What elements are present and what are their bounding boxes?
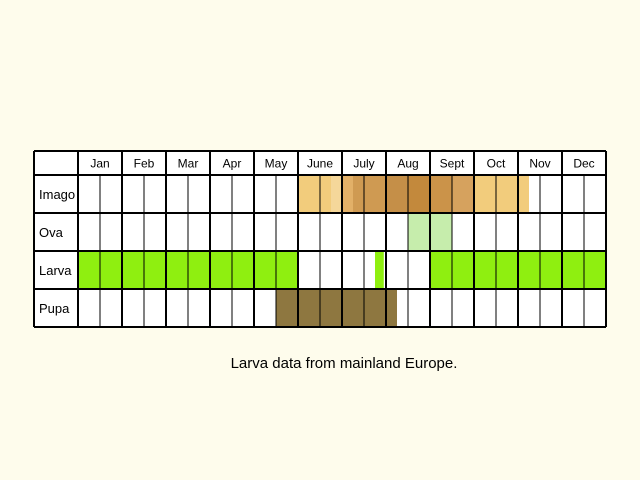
segment-imago-4	[386, 175, 408, 213]
month-label-oct: Oct	[487, 157, 506, 171]
segment-larva-1	[375, 251, 384, 289]
month-label-dec: Dec	[573, 157, 594, 171]
segment-imago-7	[452, 175, 474, 213]
month-label-may: May	[265, 157, 288, 171]
segment-imago-3	[353, 175, 386, 213]
row-label-pupa: Pupa	[39, 301, 70, 316]
month-label-sept: Sept	[440, 157, 465, 171]
month-label-june: June	[307, 157, 333, 171]
segment-imago-6	[430, 175, 452, 213]
month-label-jan: Jan	[90, 157, 109, 171]
month-label-aug: Aug	[397, 157, 418, 171]
chart-caption: Larva data from mainland Europe.	[230, 355, 458, 372]
segment-pupa-0	[276, 289, 397, 327]
segment-imago-1	[331, 175, 342, 213]
month-label-feb: Feb	[134, 157, 155, 171]
row-label-imago: Imago	[39, 187, 75, 202]
month-label-mar: Mar	[178, 157, 199, 171]
segment-imago-5	[408, 175, 430, 213]
month-label-nov: Nov	[529, 157, 550, 171]
month-label-july: July	[353, 157, 374, 171]
row-label-larva: Larva	[39, 263, 72, 278]
segment-imago-8	[474, 175, 529, 213]
segment-imago-0	[298, 175, 331, 213]
row-label-ova: Ova	[39, 225, 64, 240]
segment-imago-2	[342, 175, 353, 213]
month-label-apr: Apr	[223, 157, 242, 171]
